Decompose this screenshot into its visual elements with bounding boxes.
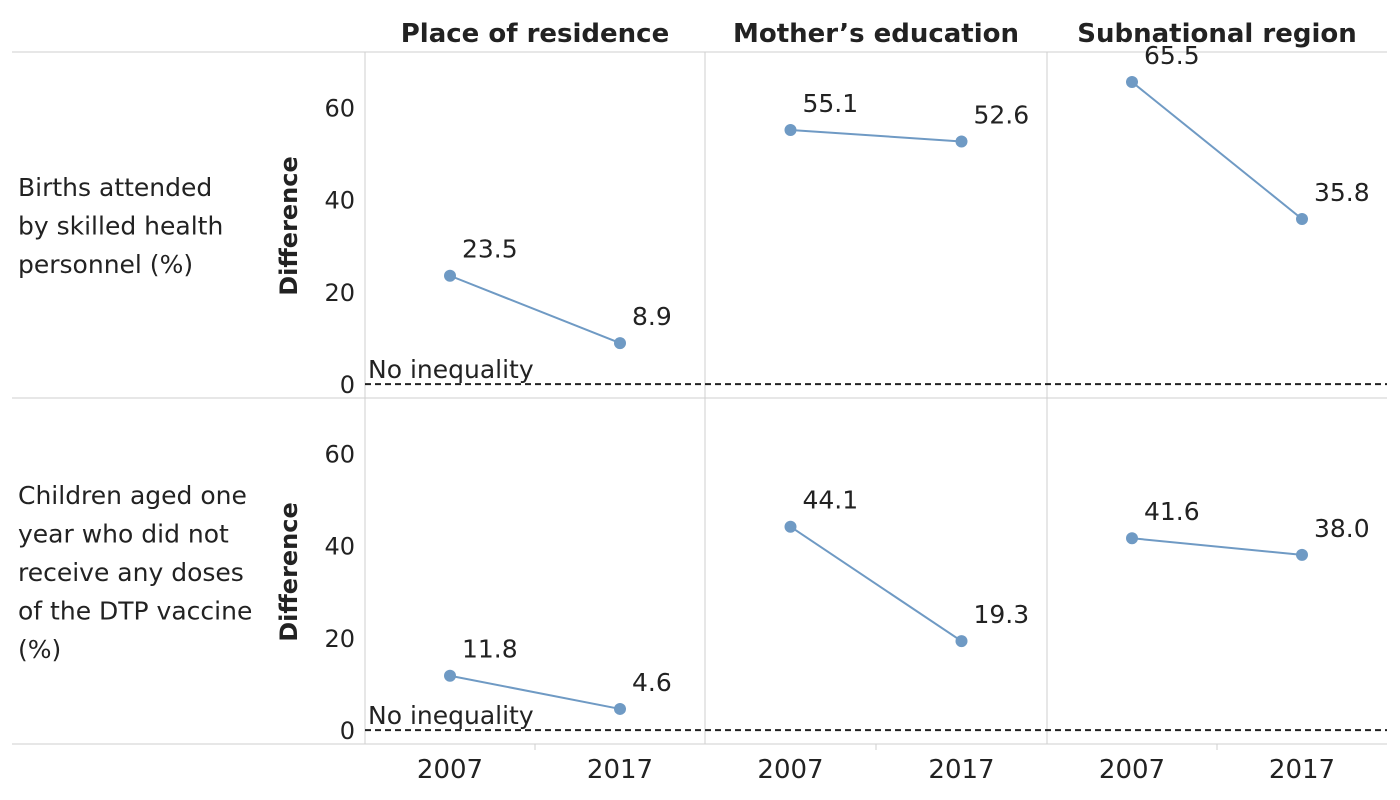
row-label-line: year who did not [18,520,229,549]
series-line [790,128,962,143]
data-label: 65.5 [1144,41,1200,70]
data-label: 55.1 [803,89,859,118]
data-label: 44.1 [803,486,859,515]
data-label: 8.9 [632,302,672,331]
column-header: Place of residence [401,19,669,49]
data-point [1126,532,1138,545]
row-label-line: personnel (%) [18,250,193,279]
data-point [1296,548,1308,561]
row-label-line: by skilled health [18,212,223,241]
y-tick-label: 0 [340,371,355,399]
row-label-line: (%) [18,635,61,664]
series-line [1131,81,1303,220]
y-tick-label: 40 [324,533,355,561]
data-point [614,702,626,715]
data-label: 41.6 [1144,497,1200,526]
data-label: 19.3 [974,600,1030,629]
text-layer: No inequality No inequality Place of resid… [18,19,1370,785]
row-label-line: Births attended [18,173,212,202]
x-tick-label: 2017 [587,755,653,785]
reference-lines [365,383,1387,732]
column-header: Mother’s education [733,19,1019,49]
data-label: 23.5 [462,235,518,264]
data-point [1296,213,1308,226]
data-point [784,123,797,136]
no-inequality-label: No inequality [368,355,534,384]
data-point [955,635,968,648]
data-point [444,669,456,682]
x-tick-label: 2007 [1099,755,1165,785]
grid-layer [12,51,1387,750]
data-label: 35.8 [1314,178,1370,207]
x-tick-label: 2017 [928,755,994,785]
y-tick-label: 20 [324,625,355,653]
column-header: Subnational region [1077,19,1356,49]
data-point [784,520,797,533]
y-tick-label: 60 [324,94,355,122]
series-line [449,274,621,345]
data-label: 52.6 [974,100,1030,129]
row-label-line: receive any doses [18,558,244,587]
data-label: 4.6 [632,668,672,697]
data-point [444,269,456,282]
data-point [955,135,968,148]
x-tick-label: 2007 [417,755,483,785]
data-point [614,337,626,350]
data-point [1126,75,1138,88]
row-label-line: Children aged one [18,481,247,510]
series-line [789,525,963,642]
y-axis-title: Difference [275,502,303,642]
series-line [449,674,621,710]
series-layer [444,75,1308,715]
data-label: 38.0 [1314,514,1370,543]
series-line [1131,537,1303,556]
y-tick-label: 0 [340,717,355,745]
row-label-line: of the DTP vaccine [18,597,252,626]
no-inequality-label: No inequality [368,701,534,730]
y-tick-label: 40 [324,187,355,215]
y-tick-label: 60 [324,440,355,468]
x-tick-label: 2017 [1269,755,1335,785]
data-label: 11.8 [462,635,518,664]
x-tick-label: 2007 [757,755,823,785]
y-tick-label: 20 [324,279,355,307]
y-axis-title: Difference [275,156,303,296]
